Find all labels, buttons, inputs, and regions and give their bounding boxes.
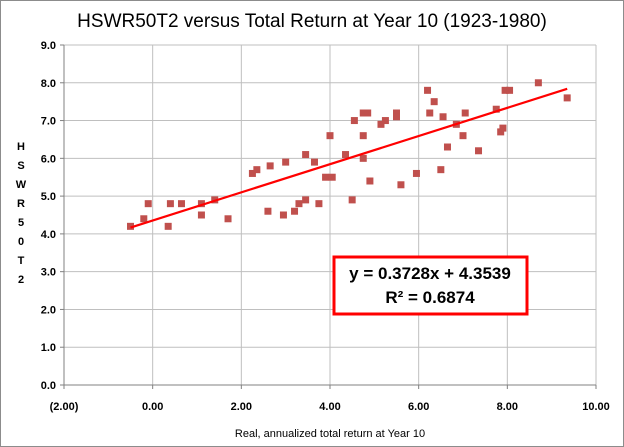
data-point xyxy=(393,109,400,117)
data-point xyxy=(430,98,438,106)
data-point xyxy=(506,86,514,94)
y-tick-label: 9.0 xyxy=(41,40,56,52)
x-tick-label: 8.00 xyxy=(497,401,518,413)
data-point xyxy=(439,113,447,121)
x-tick-label: 0.00 xyxy=(142,401,163,413)
data-point xyxy=(342,151,350,159)
data-point xyxy=(426,109,434,117)
data-point xyxy=(197,211,205,219)
data-point xyxy=(393,113,400,121)
trendline-equation: y = 0.3728x + 4.3539 xyxy=(349,264,511,283)
data-point xyxy=(563,94,571,102)
data-point xyxy=(197,200,205,208)
data-point xyxy=(475,147,483,155)
data-point xyxy=(534,79,542,87)
data-point xyxy=(350,117,358,125)
data-point xyxy=(224,215,232,223)
data-point xyxy=(264,207,272,215)
data-point xyxy=(322,173,330,181)
data-point xyxy=(364,109,372,117)
x-tick-label: 2.00 xyxy=(231,401,252,413)
y-tick-label: 4.0 xyxy=(41,229,56,241)
data-point xyxy=(359,132,367,140)
y-tick-label: 7.0 xyxy=(41,116,56,128)
y-tick-label: 6.0 xyxy=(41,153,56,165)
x-tick-label: 4.00 xyxy=(319,401,340,413)
data-point xyxy=(326,132,334,140)
x-tick-label: 10.00 xyxy=(582,401,610,413)
x-axis-label: Real, annualized total return at Year 10 xyxy=(235,428,425,440)
data-point xyxy=(461,109,469,117)
plot-area: 0.0 1.0 2.0 3.0 4.0 5.0 6.0 7.0 8.0 9.0 (2.00) 0.0… xyxy=(41,40,610,413)
data-point xyxy=(166,200,174,208)
data-point xyxy=(412,169,420,177)
data-point xyxy=(459,132,467,140)
data-point xyxy=(499,124,507,132)
data-point xyxy=(366,177,374,185)
data-point xyxy=(443,143,451,151)
data-point xyxy=(248,169,256,177)
equation-box-border xyxy=(332,255,529,316)
data-point xyxy=(144,200,152,208)
data-point xyxy=(377,120,385,128)
data-point xyxy=(492,105,500,113)
data-point xyxy=(279,211,287,219)
data-point xyxy=(348,196,356,204)
y-tick-label: 5.0 xyxy=(41,191,56,203)
data-point xyxy=(295,200,303,208)
data-point xyxy=(381,117,389,125)
data-point xyxy=(302,196,310,204)
equation-box: y = 0.3728x + 4.3539 R² = 0.6874 xyxy=(332,255,529,316)
x-tick-label: 6.00 xyxy=(408,401,429,413)
y-tick-labels: 0.0 1.0 2.0 3.0 4.0 5.0 6.0 7.0 8.0 9.0 xyxy=(41,40,64,392)
x-tick-labels: (2.00) 0.00 2.00 4.00 6.00 8.00 10.00 xyxy=(50,385,610,413)
data-point xyxy=(328,173,336,181)
trendline xyxy=(130,87,568,229)
vertical-gridlines xyxy=(152,45,597,385)
data-point xyxy=(253,166,261,174)
data-point xyxy=(302,151,310,159)
data-point xyxy=(397,181,405,189)
r-squared-value: R² = 0.6874 xyxy=(385,288,475,307)
y-tick-label: 3.0 xyxy=(41,267,56,279)
data-point xyxy=(291,207,299,215)
data-point xyxy=(140,215,148,223)
data-point xyxy=(497,128,505,136)
y-tick-label: 8.0 xyxy=(41,78,56,90)
data-point xyxy=(177,200,185,208)
data-point xyxy=(310,158,318,166)
data-point xyxy=(315,200,323,208)
data-point xyxy=(266,162,274,170)
data-point xyxy=(359,109,367,117)
y-tick-label: 0.0 xyxy=(41,380,56,392)
data-point xyxy=(164,222,172,230)
data-point xyxy=(127,222,134,230)
data-point xyxy=(501,86,509,94)
data-point xyxy=(424,86,432,94)
data-point xyxy=(282,158,290,166)
y-tick-label: 2.0 xyxy=(41,304,56,316)
data-point xyxy=(359,154,367,162)
data-point xyxy=(437,166,445,174)
chart-title: HSWR50T2 versus Total Return at Year 10 … xyxy=(77,11,547,32)
x-tick-label: (2.00) xyxy=(50,401,79,413)
y-tick-label: 1.0 xyxy=(41,342,56,354)
